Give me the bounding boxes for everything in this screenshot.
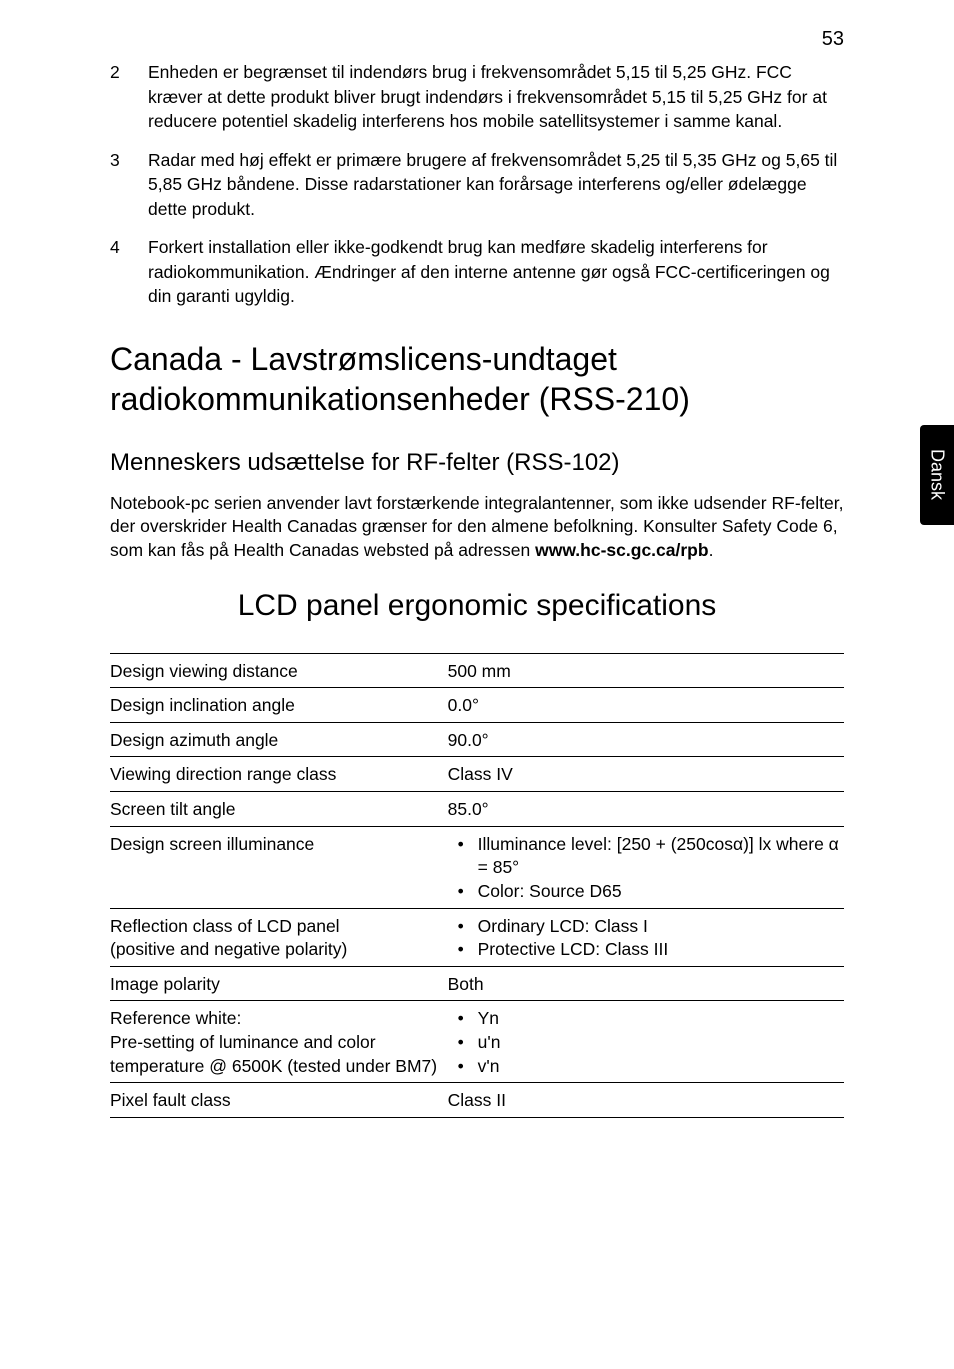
paragraph-text-pre: Notebook-pc serien anvender lavt forstær… <box>110 493 843 560</box>
spec-value: Yn u'n v'n <box>448 1001 844 1083</box>
list-item-text: Forkert installation eller ikke-godkendt… <box>148 235 844 309</box>
language-tab: Dansk <box>920 425 954 525</box>
bullet-item: Color: Source D65 <box>448 880 844 904</box>
spec-label-line: (positive and negative polarity) <box>110 939 347 959</box>
heading-2: Menneskers udsættelse for RF-felter (RSS… <box>110 447 844 478</box>
spec-table: Design viewing distance 500 mm Design in… <box>110 653 844 1118</box>
spec-label: Design azimuth angle <box>110 722 448 757</box>
spec-label: Viewing direction range class <box>110 757 448 792</box>
spec-label: Pixel fault class <box>110 1083 448 1118</box>
list-item: 4 Forkert installation eller ikke-godken… <box>110 235 844 309</box>
bullet-item: Illuminance level: [250 + (250cosα)] lx … <box>448 833 844 880</box>
table-title: LCD panel ergonomic specifications <box>110 589 844 623</box>
spec-value: 0.0° <box>448 688 844 723</box>
heading-1: Canada - Lavstrømslicens-undtaget radiok… <box>110 339 844 419</box>
table-row: Image polarity Both <box>110 966 844 1001</box>
table-row: Viewing direction range class Class IV <box>110 757 844 792</box>
numbered-list: 2 Enheden er begrænset til indendørs bru… <box>110 60 844 309</box>
spec-label: Image polarity <box>110 966 448 1001</box>
list-item-text: Enheden er begrænset til indendørs brug … <box>148 60 844 134</box>
bullet-item: u'n <box>448 1031 844 1055</box>
spec-label: Reference white: Pre-setting of luminanc… <box>110 1001 448 1083</box>
list-item: 2 Enheden er begrænset til indendørs bru… <box>110 60 844 134</box>
table-row: Design inclination angle 0.0° <box>110 688 844 723</box>
spec-value: Both <box>448 966 844 1001</box>
spec-label: Design viewing distance <box>110 653 448 688</box>
page-number: 53 <box>822 28 844 51</box>
paragraph-text-post: . <box>709 540 714 560</box>
spec-value: 85.0° <box>448 792 844 827</box>
spec-value: 500 mm <box>448 653 844 688</box>
list-item-text: Radar med høj effekt er primære brugere … <box>148 148 844 222</box>
list-item: 3 Radar med høj effekt er primære bruger… <box>110 148 844 222</box>
list-item-number: 2 <box>110 60 148 134</box>
spec-value: Class IV <box>448 757 844 792</box>
spec-label: Reflection class of LCD panel (positive … <box>110 908 448 966</box>
spec-value: Ordinary LCD: Class I Protective LCD: Cl… <box>448 908 844 966</box>
spec-value: Class II <box>448 1083 844 1118</box>
spec-label-line: Pre-setting of luminance and color tempe… <box>110 1032 437 1076</box>
table-row: Design screen illuminance Illuminance le… <box>110 826 844 908</box>
bullet-item: Ordinary LCD: Class I <box>448 915 844 939</box>
spec-label-line: Reflection class of LCD panel <box>110 916 340 936</box>
table-row: Reflection class of LCD panel (positive … <box>110 908 844 966</box>
table-row: Reference white: Pre-setting of luminanc… <box>110 1001 844 1083</box>
spec-value: 90.0° <box>448 722 844 757</box>
spec-label: Design inclination angle <box>110 688 448 723</box>
table-row: Design azimuth angle 90.0° <box>110 722 844 757</box>
spec-value: Illuminance level: [250 + (250cosα)] lx … <box>448 826 844 908</box>
spec-label-line: Reference white: <box>110 1008 241 1028</box>
table-row: Screen tilt angle 85.0° <box>110 792 844 827</box>
bullet-item: Yn <box>448 1007 844 1031</box>
table-row: Pixel fault class Class II <box>110 1083 844 1118</box>
paragraph-link-text: www.hc-sc.gc.ca/rpb <box>535 540 708 560</box>
bullet-item: v'n <box>448 1055 844 1079</box>
list-item-number: 3 <box>110 148 148 222</box>
body-paragraph: Notebook-pc serien anvender lavt forstær… <box>110 492 844 563</box>
list-item-number: 4 <box>110 235 148 309</box>
spec-label: Screen tilt angle <box>110 792 448 827</box>
spec-label: Design screen illuminance <box>110 826 448 908</box>
table-row: Design viewing distance 500 mm <box>110 653 844 688</box>
bullet-item: Protective LCD: Class III <box>448 938 844 962</box>
